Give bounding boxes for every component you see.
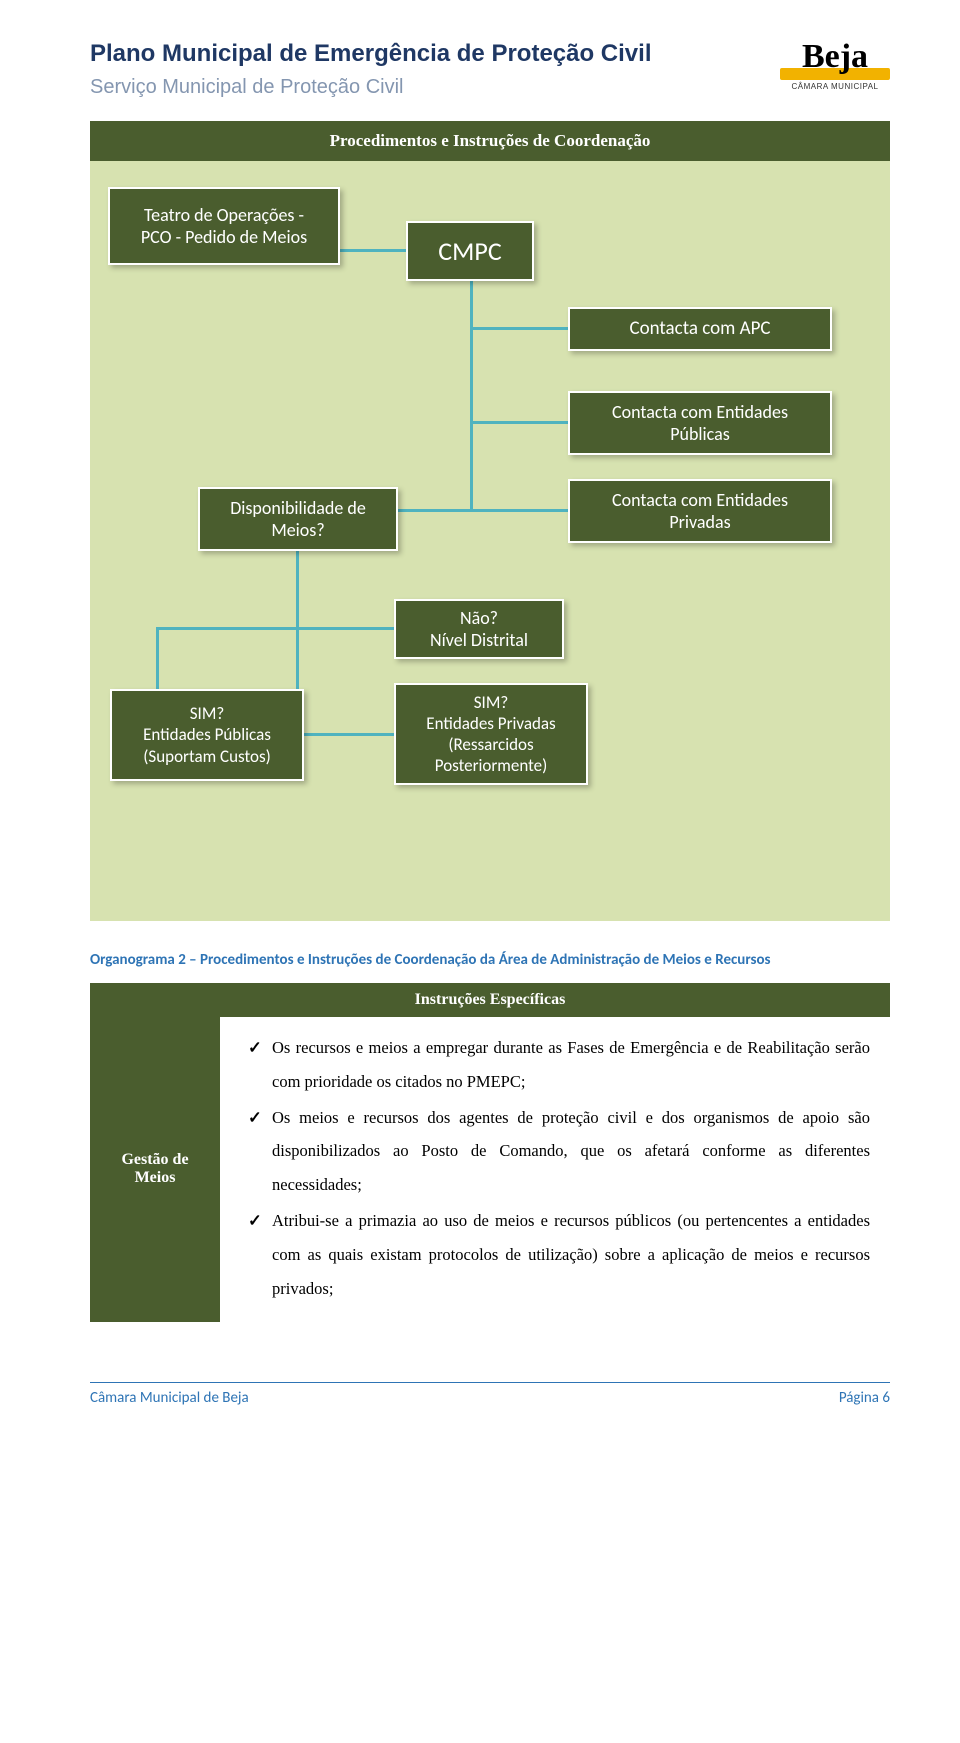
node-text-line: Nível Distrital: [430, 629, 528, 652]
footer-rule: [90, 1382, 890, 1383]
node-text-line: Não?: [460, 607, 498, 630]
flowchart-connector: [398, 509, 470, 512]
flowchart-connector: [470, 509, 568, 512]
instruction-item: Atribui-se a primazia ao uso de meios e …: [248, 1204, 870, 1305]
node-text-line: Entidades Privadas: [426, 713, 555, 734]
node-text-line: (Ressarcidos: [448, 734, 533, 755]
doc-subtitle: Serviço Municipal de Proteção Civil: [90, 76, 652, 99]
flowchart-node-apc: Contacta com APC: [568, 307, 832, 351]
flowchart-diagram: Teatro de Operações -PCO - Pedido de Mei…: [90, 161, 890, 921]
flowchart-connector: [296, 733, 394, 736]
header-text-block: Plano Municipal de Emergência de Proteçã…: [90, 40, 652, 99]
node-text-line: Contacta com APC: [629, 317, 770, 341]
logo-subtext: CÂMARA MUNICIPAL: [780, 82, 890, 91]
flowchart-connector: [470, 327, 568, 330]
node-text-line: Posteriormente): [435, 755, 548, 776]
node-text-line: PCO - Pedido de Meios: [141, 226, 307, 249]
flowchart-connector: [470, 421, 568, 424]
node-text-line: Disponibilidade de: [230, 497, 366, 520]
instructions-row: Gestão de Meios Os recursos e meios a em…: [90, 1017, 890, 1322]
node-text-line: SIM?: [190, 703, 225, 724]
logo-text: Beja: [780, 40, 890, 74]
flowchart-node-teatro: Teatro de Operações -PCO - Pedido de Mei…: [108, 187, 340, 265]
instructions-list: Os recursos e meios a empregar durante a…: [248, 1031, 870, 1306]
node-text-line: Contacta com Entidades: [612, 489, 788, 512]
node-text-line: SIM?: [474, 692, 509, 713]
row-label-line1: Gestão de: [121, 1151, 188, 1169]
instruction-item: Os recursos e meios a empregar durante a…: [248, 1031, 870, 1099]
node-text-line: Públicas: [670, 423, 730, 446]
row-label-cell: Gestão de Meios: [90, 1017, 220, 1322]
footer: Câmara Municipal de Beja Página 6: [90, 1389, 890, 1407]
flowchart-node-simpub: SIM?Entidades Públicas(Suportam Custos): [110, 689, 304, 781]
doc-title: Plano Municipal de Emergência de Proteçã…: [90, 40, 652, 68]
flowchart-connector: [470, 281, 473, 511]
flowchart-node-privadas: Contacta com EntidadesPrivadas: [568, 479, 832, 543]
node-text-line: Contacta com Entidades: [612, 401, 788, 424]
node-text-line: Teatro de Operações -: [144, 204, 304, 227]
page: Plano Municipal de Emergência de Proteçã…: [0, 0, 960, 1437]
footer-left: Câmara Municipal de Beja: [90, 1389, 249, 1407]
instructions-table: Instruções Específicas Gestão de Meios O…: [90, 983, 890, 1322]
section-banner: Procedimentos e Instruções de Coordenaçã…: [90, 121, 890, 161]
flowchart-node-nao: Não?Nível Distrital: [394, 599, 564, 659]
flowchart-node-disp: Disponibilidade deMeios?: [198, 487, 398, 551]
document-header: Plano Municipal de Emergência de Proteçã…: [90, 40, 890, 99]
node-text-line: Entidades Públicas: [143, 724, 271, 745]
node-text-line: Privadas: [669, 511, 730, 534]
instructions-body: Os recursos e meios a empregar durante a…: [220, 1017, 890, 1322]
node-text-line: Meios?: [271, 519, 324, 542]
logo-block: Beja CÂMARA MUNICIPAL: [780, 40, 890, 91]
flowchart-connector: [296, 627, 394, 630]
diagram-caption: Organograma 2 – Procedimentos e Instruçõ…: [90, 951, 890, 969]
flowchart-connector: [340, 249, 406, 252]
instructions-header: Instruções Específicas: [90, 983, 890, 1017]
footer-right: Página 6: [839, 1389, 890, 1407]
flowchart-node-publicas: Contacta com EntidadesPúblicas: [568, 391, 832, 455]
node-text-line: (Suportam Custos): [143, 746, 271, 767]
node-text-line: CMPC: [438, 235, 501, 268]
flowchart-node-cmpc: CMPC: [406, 221, 534, 281]
flowchart-node-simpriv: SIM?Entidades Privadas(RessarcidosPoster…: [394, 683, 588, 785]
row-label-line2: Meios: [135, 1169, 176, 1187]
flowchart-connector: [156, 627, 296, 630]
instruction-item: Os meios e recursos dos agentes de prote…: [248, 1101, 870, 1202]
